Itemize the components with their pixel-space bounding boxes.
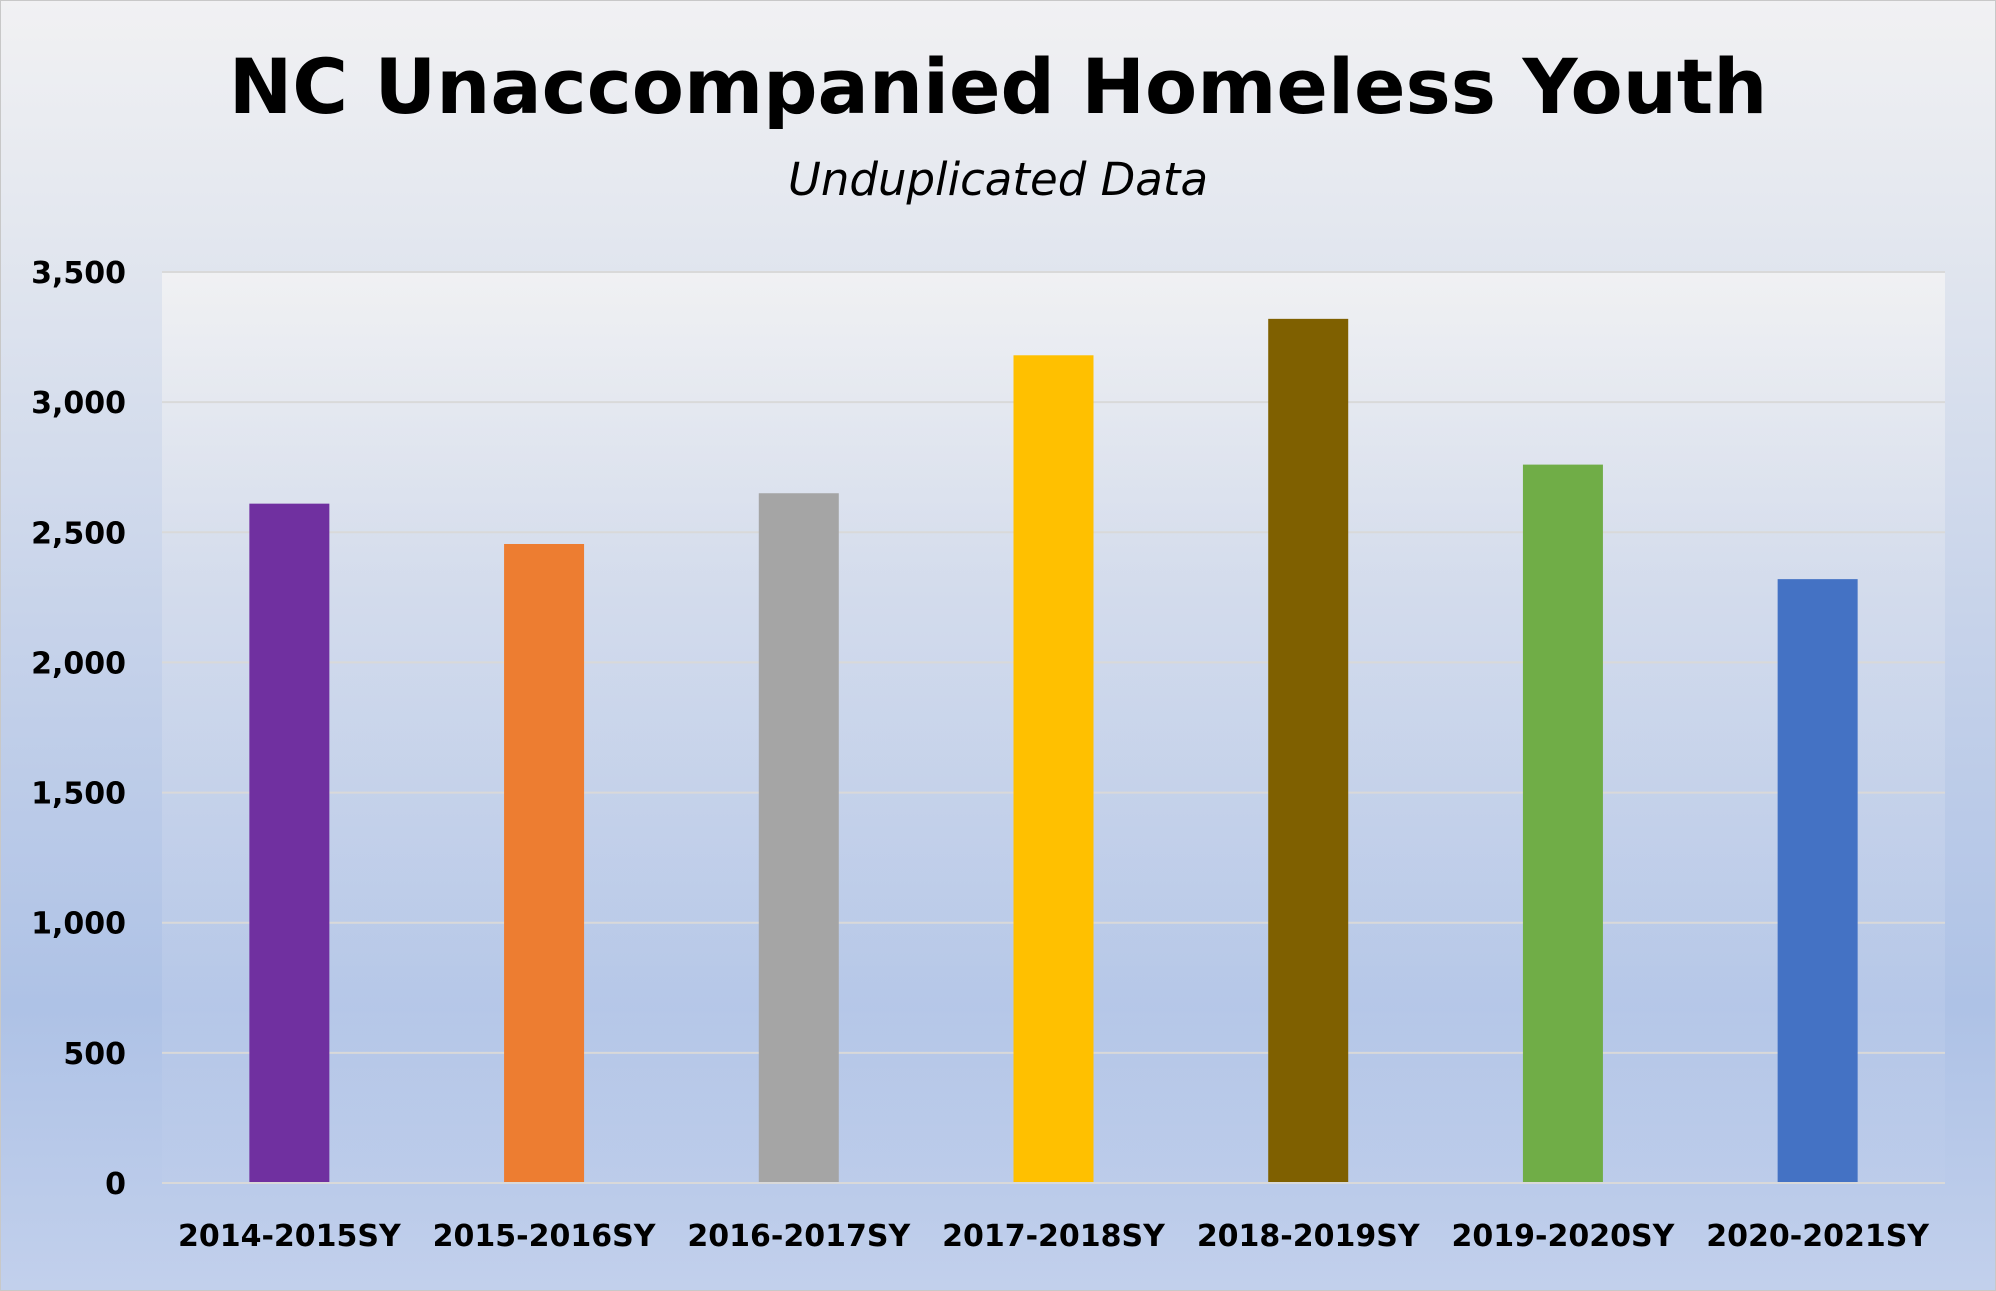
bar: [758, 493, 839, 1183]
x-tick-label: 2017-2018SY: [942, 1219, 1166, 1254]
x-tick-label: 2019-2020SY: [1452, 1219, 1676, 1254]
y-tick-label: 2,500: [31, 516, 126, 551]
y-tick-label: 0: [105, 1167, 126, 1202]
chart-subtitle: Unduplicated Data: [787, 153, 1209, 206]
y-tick-label: 3,500: [31, 256, 126, 291]
y-tick-label: 1,500: [31, 777, 126, 812]
bar: [1013, 355, 1094, 1183]
bar: [249, 503, 330, 1183]
bar: [1268, 318, 1349, 1183]
x-tick-label: 2014-2015SY: [178, 1219, 402, 1254]
x-tick-label: 2016-2017SY: [687, 1219, 911, 1254]
x-tick-label: 2020-2021SY: [1706, 1219, 1930, 1254]
bar: [1522, 464, 1603, 1183]
bar: [1777, 579, 1858, 1183]
y-tick-label: 2,000: [31, 646, 126, 681]
chart-title: NC Unaccompanied Homeless Youth: [228, 42, 1768, 131]
y-tick-label: 3,000: [31, 386, 126, 421]
x-tick-label: 2015-2016SY: [433, 1219, 657, 1254]
y-tick-label: 500: [63, 1037, 126, 1072]
y-tick-label: 1,000: [31, 907, 126, 942]
x-tick-label: 2018-2019SY: [1197, 1219, 1421, 1254]
bar: [504, 543, 585, 1183]
